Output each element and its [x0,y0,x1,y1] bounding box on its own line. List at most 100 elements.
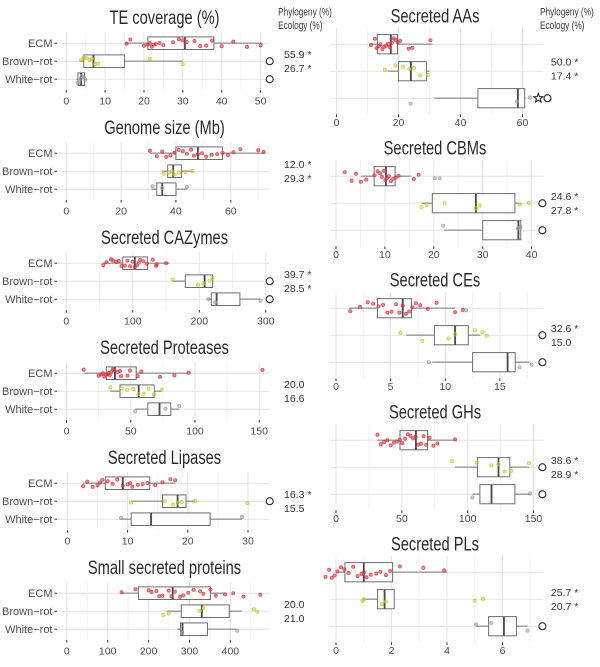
svg-text:20: 20 [428,249,440,261]
svg-text:4: 4 [444,645,450,657]
svg-text:28.5 *: 28.5 * [284,283,311,295]
svg-text:39.7 *: 39.7 * [284,269,311,281]
svg-text:0: 0 [64,535,70,547]
svg-text:6: 6 [500,645,506,657]
svg-text:Brown−rot: Brown−rot [2,606,52,618]
svg-text:ECM: ECM [28,588,52,600]
svg-text:26.7 *: 26.7 * [284,63,311,75]
svg-text:White−rot: White−rot [5,294,52,306]
svg-text:0: 0 [333,249,339,261]
svg-text:White−rot: White−rot [5,74,52,86]
svg-text:40: 40 [526,249,538,261]
svg-text:Secreted CBMs: Secreted CBMs [384,138,487,159]
svg-text:Brown−rot: Brown−rot [2,276,52,288]
svg-text:400: 400 [222,645,240,657]
svg-text:Secreted GHs: Secreted GHs [389,402,481,423]
svg-text:ECM: ECM [28,38,52,50]
svg-text:Brown−rot: Brown−rot [2,166,52,178]
svg-text:20: 20 [393,117,405,129]
svg-text:ECM: ECM [28,368,52,380]
svg-text:0: 0 [333,381,339,393]
svg-text:20: 20 [138,95,150,107]
svg-text:Ecology (%): Ecology (%) [278,20,322,32]
svg-text:10: 10 [99,95,111,107]
svg-text:40: 40 [216,95,228,107]
svg-text:50: 50 [255,95,267,107]
svg-text:0: 0 [333,513,339,525]
svg-text:30: 30 [242,535,254,547]
svg-text:32.6 *: 32.6 * [551,323,578,335]
svg-text:White−rot: White−rot [5,184,52,196]
svg-text:Phylogeny (%): Phylogeny (%) [540,6,594,18]
svg-text:200: 200 [191,315,209,327]
svg-text:ECM: ECM [28,148,52,160]
svg-text:15.0: 15.0 [551,337,572,349]
svg-text:100: 100 [186,425,204,437]
svg-text:15: 15 [494,381,506,393]
svg-text:100: 100 [124,315,142,327]
svg-text:50: 50 [125,425,137,437]
svg-text:27.8 *: 27.8 * [551,205,578,217]
svg-text:100: 100 [459,513,477,525]
svg-text:White−rot: White−rot [5,514,52,526]
svg-text:21.0: 21.0 [284,613,305,625]
svg-text:25.7 *: 25.7 * [551,587,578,599]
svg-text:20.0: 20.0 [284,599,305,611]
svg-text:38.6 *: 38.6 * [551,455,578,467]
svg-text:55.9 *: 55.9 * [284,49,311,61]
svg-text:300: 300 [181,645,199,657]
svg-text:300: 300 [257,315,275,327]
svg-text:15.5: 15.5 [284,503,305,515]
svg-text:0: 0 [63,95,69,107]
svg-text:40: 40 [170,205,182,217]
svg-text:50.0 *: 50.0 * [551,56,578,68]
svg-text:10: 10 [122,535,134,547]
svg-text:30: 30 [177,95,189,107]
svg-text:0: 0 [334,117,340,129]
svg-text:0: 0 [64,425,70,437]
svg-text:TE coverage (%): TE coverage (%) [110,8,220,29]
svg-text:20: 20 [115,205,127,217]
svg-text:Genome size (Mb): Genome size (Mb) [104,118,225,139]
svg-text:29.3 *: 29.3 * [284,173,311,185]
svg-text:60: 60 [225,205,237,217]
svg-text:100: 100 [99,645,117,657]
svg-text:Brown−rot: Brown−rot [2,386,52,398]
svg-text:16.3 *: 16.3 * [284,489,311,501]
svg-text:Ecology (%): Ecology (%) [540,20,584,32]
svg-text:10: 10 [439,381,451,393]
svg-text:Secreted Lipases: Secreted Lipases [108,448,221,469]
svg-text:Secreted CEs: Secreted CEs [390,270,481,291]
svg-text:Secreted PLs: Secreted PLs [391,534,479,555]
svg-text:150: 150 [250,425,268,437]
svg-text:Secreted CAZymes: Secreted CAZymes [101,228,228,249]
svg-text:White−rot: White−rot [5,404,52,416]
svg-text:Brown−rot: Brown−rot [2,56,52,68]
svg-text:24.6 *: 24.6 * [551,191,578,203]
svg-text:Phylogeny (%): Phylogeny (%) [278,6,332,18]
svg-text:Brown−rot: Brown−rot [2,496,52,508]
svg-text:0: 0 [63,315,69,327]
svg-text:White−rot: White−rot [5,624,52,636]
svg-text:28.9 *: 28.9 * [551,469,578,481]
svg-text:16.6: 16.6 [284,393,305,405]
svg-text:0: 0 [63,205,69,217]
svg-text:20.7 *: 20.7 * [551,601,578,613]
svg-text:20: 20 [182,535,194,547]
svg-text:30: 30 [477,249,489,261]
svg-text:50: 50 [396,513,408,525]
svg-text:0: 0 [64,645,70,657]
svg-text:Small secreted proteins: Small secreted proteins [88,558,241,579]
svg-text:60: 60 [517,117,529,129]
svg-text:Secreted Proteases: Secreted Proteases [100,338,229,359]
svg-text:2: 2 [389,645,395,657]
svg-text:ECM: ECM [28,258,52,270]
svg-text:17.4 *: 17.4 * [551,70,578,82]
svg-text:200: 200 [140,645,158,657]
svg-text:5: 5 [388,381,394,393]
svg-text:20.0: 20.0 [284,379,305,391]
svg-text:Secreted AAs: Secreted AAs [391,6,480,27]
svg-text:10: 10 [379,249,391,261]
svg-text:12.0 *: 12.0 * [284,159,311,171]
svg-text:40: 40 [455,117,467,129]
